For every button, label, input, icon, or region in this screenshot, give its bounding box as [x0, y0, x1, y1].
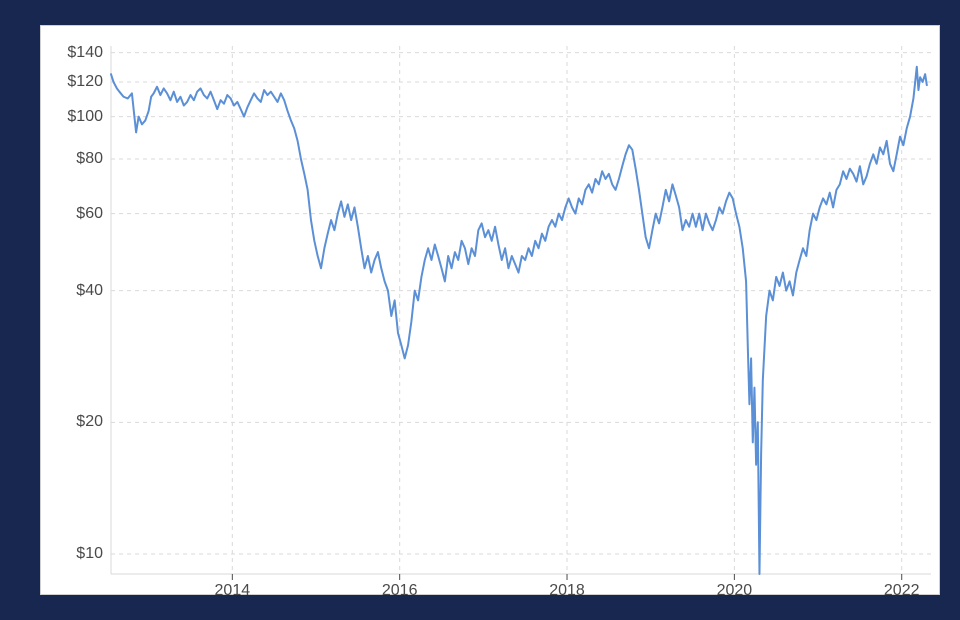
chart-frame: $140$120$100$80$60$40$20$102014201620182… — [0, 0, 960, 620]
price-line — [111, 67, 927, 574]
chart-panel: $140$120$100$80$60$40$20$102014201620182… — [40, 25, 940, 595]
chart-svg — [41, 26, 941, 596]
